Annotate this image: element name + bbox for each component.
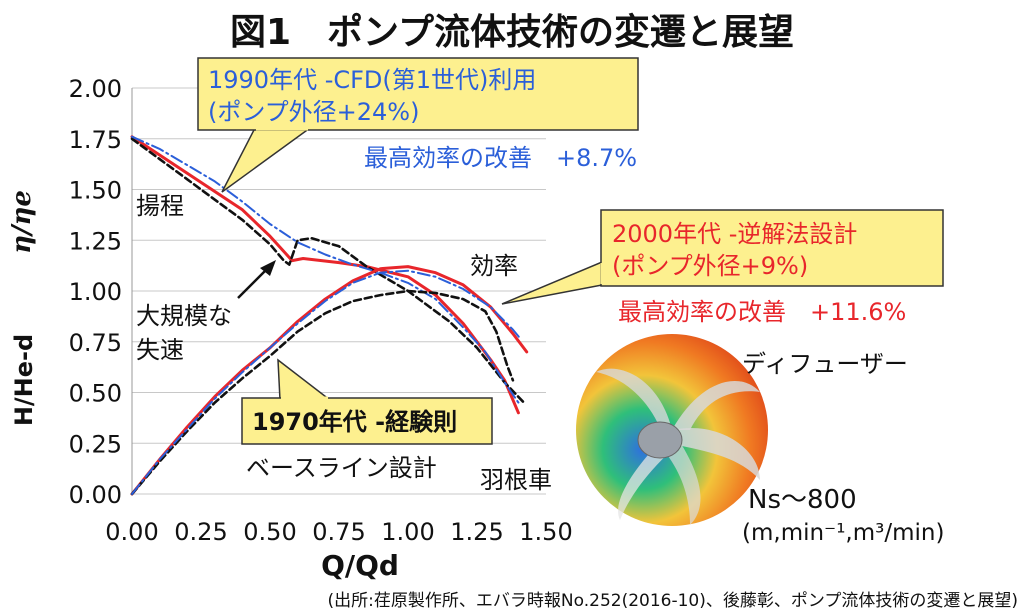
series-line-efficiency-black-dash (130, 289, 515, 496)
callout-cfd: 1990年代 -CFD(第1世代)利用 (ポンプ外径+24%) (197, 57, 639, 193)
chart-title: 図1 ポンプ流体技術の変遷と展望 (230, 11, 794, 53)
y-tick-label: 1.75 (69, 126, 122, 154)
x-tick-label: 0.50 (243, 518, 296, 546)
series-line-head-black-dash (130, 137, 526, 404)
label-head: 揚程 (136, 192, 184, 220)
series-line-efficiency-blue-dashdot (131, 269, 523, 495)
x-tick-label: 1.25 (450, 518, 503, 546)
x-tick-label: 0.00 (105, 518, 158, 546)
x-tick-label: 0.25 (174, 518, 227, 546)
label-stall-2: 失速 (136, 336, 184, 364)
callout-cfd-line2: (ポンプ外径+24%) (208, 98, 419, 126)
impeller-illustration (576, 334, 768, 526)
callout-inverse: 2000年代 -逆解法設計 (ポンプ外径+9%) (501, 209, 944, 305)
callout-cfd-improvement: 最高効率の改善 +8.7% (364, 144, 637, 172)
y-tick-label: 1.50 (69, 177, 122, 205)
series-line-head-red-solid (130, 135, 520, 415)
label-baseline: ベースライン設計 (246, 454, 437, 482)
label-impeller: 羽根車 (480, 466, 552, 494)
label-diffuser: ディフューザー (742, 350, 908, 378)
label-efficiency: 効率 (470, 252, 518, 280)
x-tick-label: 0.75 (312, 518, 365, 546)
y-tick-labels: 0.00 0.25 0.50 0.75 1.00 1.25 1.50 1.75 2.00 (69, 75, 122, 509)
x-tick-label: 1.50 (519, 518, 572, 546)
callout-cfd-line1: 1990年代 -CFD(第1世代)利用 (208, 66, 536, 94)
y-tick-label: 1.25 (69, 227, 122, 255)
label-ns-units: (m,min⁻¹,m³/min) (742, 520, 944, 546)
y-tick-label: 0.50 (69, 380, 122, 408)
y-tick-label: 2.00 (69, 75, 122, 103)
y-tick-label: 1.00 (69, 278, 122, 306)
label-ns: Ns～800 (748, 485, 857, 515)
y-axis-label-efficiency: η/ηe (7, 190, 37, 254)
callout-empirical: 1970年代 -経験則 (241, 358, 493, 445)
series-line-efficiency-red-solid (130, 265, 529, 496)
callout-inverse-line1: 2000年代 -逆解法設計 (612, 220, 857, 248)
source-note: (出所:荏原製作所、エバラ時報No.252(2016-10)、後藤彰、ポンプ流体… (328, 591, 1018, 611)
curves (130, 135, 529, 496)
callout-empirical-line1: 1970年代 -経験則 (252, 408, 457, 436)
x-tick-label: 1.00 (381, 518, 434, 546)
callout-inverse-improvement: 最高効率の改善 +11.6% (618, 298, 906, 326)
series-line-head-blue-dashdot (131, 135, 520, 404)
x-tick-labels: 0.00 0.25 0.50 0.75 1.00 1.25 1.50 (105, 518, 572, 546)
y-tick-label: 0.25 (69, 430, 122, 458)
y-tick-label: 0.00 (69, 481, 122, 509)
x-axis-label: Q/Qd (321, 549, 399, 582)
stall-arrow (237, 260, 276, 299)
y-tick-label: 0.75 (69, 329, 122, 357)
y-axis-label-head: H/He-d (10, 334, 38, 426)
callout-inverse-line2: (ポンプ外径+9%) (612, 252, 808, 280)
label-stall-1: 大規模な (136, 302, 232, 330)
